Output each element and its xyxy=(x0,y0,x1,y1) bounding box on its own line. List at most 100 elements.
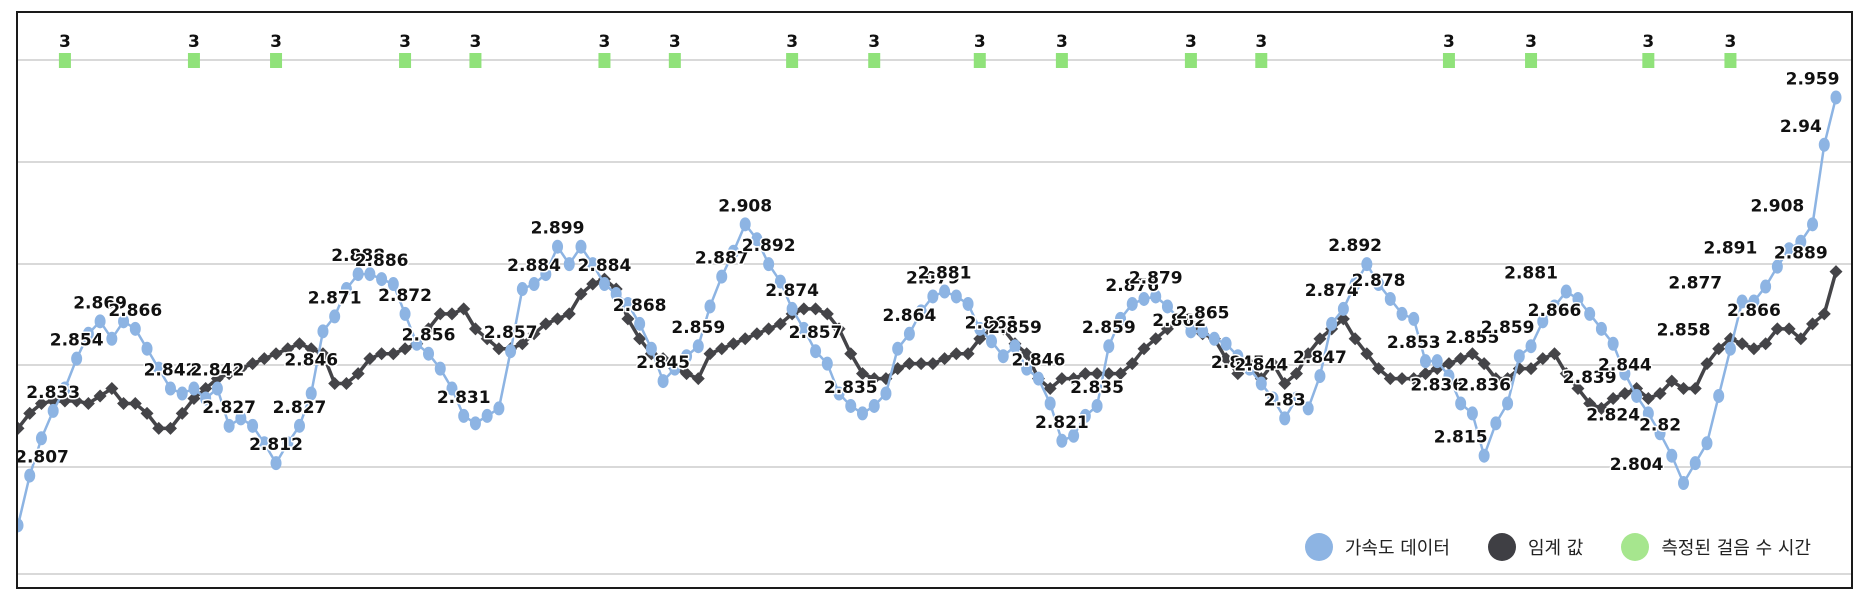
acceleration-point xyxy=(223,418,235,433)
data-label: 2.827 xyxy=(202,398,256,418)
legend-swatch-acceleration xyxy=(1304,533,1333,561)
threshold-point xyxy=(832,322,846,336)
data-label: 2.842 xyxy=(191,361,245,381)
acceleration-point xyxy=(528,277,540,292)
step-event-label: 3 xyxy=(270,32,282,52)
step-event-label: 3 xyxy=(868,32,880,52)
threshold-point xyxy=(117,396,131,410)
acceleration-point xyxy=(1384,291,1396,306)
threshold-point xyxy=(468,322,482,336)
acceleration-point xyxy=(118,314,130,329)
data-label: 2.888 xyxy=(331,246,385,266)
threshold-point xyxy=(1266,357,1280,371)
acceleration-point xyxy=(1408,311,1420,326)
threshold-point xyxy=(1055,372,1069,386)
threshold-point xyxy=(773,317,787,331)
threshold-point xyxy=(797,302,811,316)
acceleration-point xyxy=(856,406,868,421)
step-event-marker xyxy=(973,53,986,68)
threshold-point xyxy=(140,406,154,420)
acceleration-point xyxy=(704,299,716,314)
data-label: 2.83 xyxy=(1264,390,1306,410)
threshold-point xyxy=(914,357,928,371)
data-label: 2.881 xyxy=(1504,264,1558,284)
data-label: 2.821 xyxy=(1035,413,1089,433)
acceleration-point xyxy=(997,349,1009,364)
acceleration-point xyxy=(1115,311,1127,326)
threshold-point xyxy=(1817,307,1831,321)
threshold-point xyxy=(152,421,166,435)
threshold-point xyxy=(1536,352,1550,366)
threshold-point xyxy=(93,389,107,403)
acceleration-point xyxy=(1208,331,1220,346)
acceleration-point xyxy=(540,267,552,282)
threshold-point xyxy=(1137,342,1151,356)
threshold-point xyxy=(1782,322,1796,336)
data-label: 2.812 xyxy=(249,435,303,455)
threshold-point xyxy=(1594,401,1608,415)
acceleration-point xyxy=(164,381,176,396)
acceleration-point xyxy=(1771,259,1783,274)
step-event-label: 3 xyxy=(786,32,798,52)
acceleration-series xyxy=(18,90,1842,533)
acceleration-point xyxy=(1337,301,1349,316)
acceleration-point xyxy=(188,381,200,396)
step-event-label: 3 xyxy=(1642,32,1654,52)
legend-label-steps: 측정된 걸음 수 시간 xyxy=(1661,538,1811,559)
threshold-point xyxy=(551,312,565,326)
acceleration-point xyxy=(129,321,141,336)
threshold-point xyxy=(1465,347,1479,361)
data-label: 2.842 xyxy=(144,361,198,381)
data-label: 2.877 xyxy=(1668,273,1722,293)
grid-lines xyxy=(18,59,1851,575)
step-event-marker xyxy=(1055,53,1068,68)
data-label: 2.889 xyxy=(1774,244,1828,264)
acceleration-point xyxy=(1396,306,1408,321)
acceleration-point xyxy=(563,257,575,272)
threshold-point xyxy=(1653,387,1667,400)
threshold-point xyxy=(867,372,881,386)
threshold-point xyxy=(1712,342,1726,356)
legend-item-steps[interactable]: 측정된 걸음 수 시간 xyxy=(1621,533,1811,561)
threshold-point xyxy=(1160,322,1174,336)
acceleration-point xyxy=(1138,291,1150,306)
threshold-point xyxy=(750,327,764,341)
threshold-point xyxy=(1524,362,1538,376)
data-label: 2.892 xyxy=(1328,236,1382,256)
acceleration-point xyxy=(340,282,352,297)
threshold-point xyxy=(1231,367,1245,381)
data-label: 2.866 xyxy=(1727,301,1781,321)
threshold-point xyxy=(961,347,975,361)
threshold-point xyxy=(1477,357,1491,371)
data-label: 2.871 xyxy=(308,288,362,308)
step-event-marker xyxy=(868,53,881,68)
threshold-point xyxy=(34,396,48,410)
acceleration-point xyxy=(59,381,71,396)
threshold-point xyxy=(621,312,635,326)
step-events-series: 3 3 3 3 3 3 3 3 3 3 3 3 3 3 3 3 3 xyxy=(58,32,1737,68)
threshold-point xyxy=(1102,367,1116,381)
acceleration-point xyxy=(774,274,786,289)
data-label: 2.845 xyxy=(636,353,690,373)
acceleration-point xyxy=(1595,321,1607,336)
acceleration-point xyxy=(1642,406,1654,421)
acceleration-point xyxy=(1502,396,1514,411)
threshold-point xyxy=(234,362,248,376)
acceleration-point xyxy=(305,386,317,401)
threshold-point xyxy=(656,352,670,366)
legend-item-acceleration[interactable]: 가속도 데이터 xyxy=(1304,533,1450,561)
data-label: 2.876 xyxy=(1105,276,1159,296)
acceleration-point xyxy=(1760,279,1772,294)
threshold-point xyxy=(386,347,400,361)
legend-item-threshold[interactable]: 임계 값 xyxy=(1487,533,1583,561)
acceleration-point xyxy=(282,436,294,451)
step-event-marker xyxy=(668,53,681,68)
acceleration-point xyxy=(1419,354,1431,369)
data-label: 2.864 xyxy=(883,306,937,326)
acceleration-point xyxy=(1572,291,1584,306)
threshold-point xyxy=(1606,391,1620,405)
acceleration-point xyxy=(1326,316,1338,331)
acceleration-point xyxy=(1161,299,1173,314)
data-label: 2.866 xyxy=(1528,301,1582,321)
acceleration-point xyxy=(247,418,259,433)
